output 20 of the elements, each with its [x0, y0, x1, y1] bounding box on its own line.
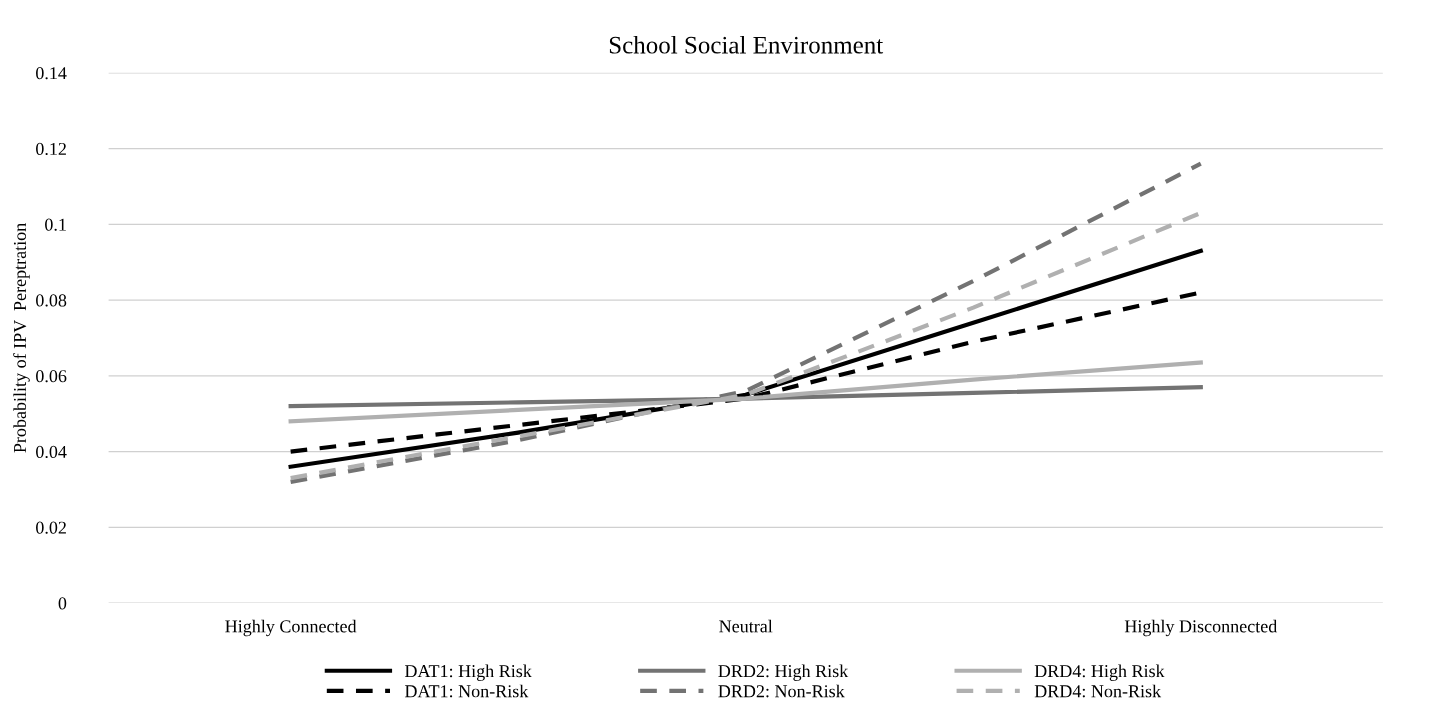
- y-tick-label: 0.08: [36, 294, 67, 307]
- legend-label: DRD2: Non-Risk: [718, 684, 845, 698]
- y-tick-label: 0.04: [36, 445, 67, 459]
- legend-label: DAT1: Non-Risk: [404, 684, 529, 698]
- y-tick-label: 0: [58, 597, 67, 610]
- x-tick-label: Highly Connected: [225, 619, 357, 637]
- y-tick-label: 0.06: [36, 370, 67, 383]
- legend-label: DRD2: High Risk: [718, 664, 849, 681]
- y-tick-label: 0.02: [36, 521, 66, 534]
- legend-label: DAT1: High Risk: [404, 664, 532, 681]
- x-tick-label: Highly Disconnected: [1124, 619, 1278, 637]
- line-series: [288, 161, 1203, 484]
- y-tick-label: 0.1: [45, 218, 66, 231]
- y-tick-label: 0.12: [36, 142, 66, 156]
- y-tick-label: 0.14: [36, 67, 67, 80]
- x-tick-label: Neutral: [719, 619, 773, 633]
- chart-title: School Social Environment: [609, 36, 884, 54]
- legend-label: DRD4: Non-Risk: [1034, 684, 1162, 698]
- legend-label: DRD4: High Risk: [1034, 664, 1165, 681]
- y-axis-title: Probability of IPV Pereptration: [13, 223, 30, 453]
